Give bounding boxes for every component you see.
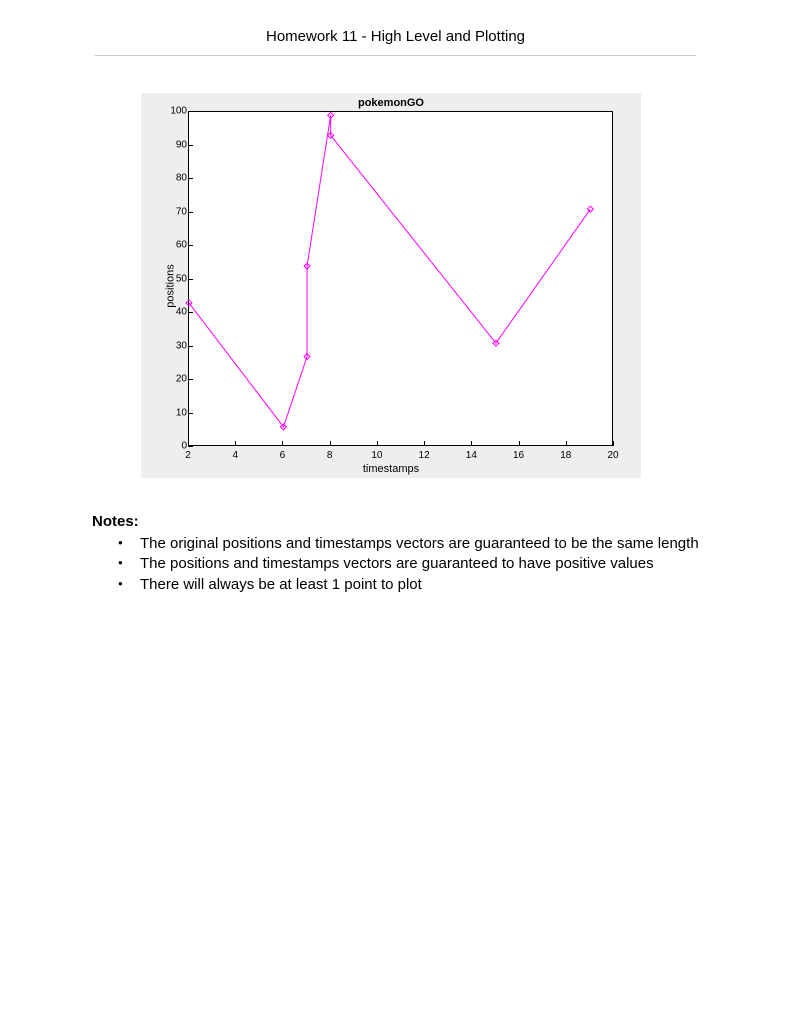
ytick-mark [188, 413, 193, 414]
header-divider [95, 55, 696, 56]
notes-item: There will always be at least 1 point to… [140, 575, 699, 595]
xtick-label: 2 [185, 450, 191, 461]
ytick-label: 40 [167, 307, 187, 318]
xtick-label: 10 [371, 450, 382, 461]
ytick-label: 100 [167, 106, 187, 117]
notes-heading: Notes: [92, 512, 699, 532]
xtick-label: 20 [607, 450, 618, 461]
ytick-mark [188, 279, 193, 280]
ytick-label: 70 [167, 206, 187, 217]
chart-xlabel: timestamps [141, 463, 641, 475]
xtick-mark [424, 441, 425, 446]
xtick-mark [566, 441, 567, 446]
chart-plot-area [188, 111, 613, 446]
notes-list: The original positions and timestamps ve… [92, 534, 699, 595]
ytick-label: 10 [167, 407, 187, 418]
page-title: Homework 11 - High Level and Plotting [0, 0, 791, 55]
ytick-mark [188, 379, 193, 380]
xtick-label: 6 [280, 450, 286, 461]
ytick-label: 90 [167, 139, 187, 150]
xtick-label: 4 [232, 450, 238, 461]
xtick-mark [377, 441, 378, 446]
ytick-label: 20 [167, 374, 187, 385]
notes-section: Notes: The original positions and timest… [92, 512, 699, 594]
xtick-mark [235, 441, 236, 446]
xtick-label: 16 [513, 450, 524, 461]
ytick-label: 60 [167, 240, 187, 251]
xtick-mark [330, 441, 331, 446]
xtick-mark [613, 441, 614, 446]
chart-ylabel: positions [165, 264, 177, 307]
xtick-label: 14 [466, 450, 477, 461]
chart-line [189, 115, 590, 427]
notes-item: The original positions and timestamps ve… [140, 534, 699, 554]
xtick-mark [519, 441, 520, 446]
xtick-label: 18 [560, 450, 571, 461]
xtick-mark [282, 441, 283, 446]
ytick-label: 0 [167, 441, 187, 452]
ytick-label: 80 [167, 173, 187, 184]
chart-marker [587, 206, 593, 212]
ytick-mark [188, 212, 193, 213]
chart-svg [189, 112, 612, 445]
ytick-mark [188, 111, 193, 112]
ytick-label: 50 [167, 273, 187, 284]
chart-figure: pokemonGO positions timestamps 2 4 6 8 10 12 1… [141, 93, 641, 478]
ytick-mark [188, 145, 193, 146]
xtick-label: 8 [327, 450, 333, 461]
notes-item: The positions and timestamps vectors are… [140, 554, 699, 574]
ytick-mark [188, 178, 193, 179]
ytick-mark [188, 312, 193, 313]
ytick-mark [188, 245, 193, 246]
xtick-mark [471, 441, 472, 446]
ytick-label: 30 [167, 340, 187, 351]
ytick-mark [188, 346, 193, 347]
ytick-mark [188, 446, 193, 447]
xtick-label: 12 [419, 450, 430, 461]
chart-title: pokemonGO [141, 97, 641, 109]
